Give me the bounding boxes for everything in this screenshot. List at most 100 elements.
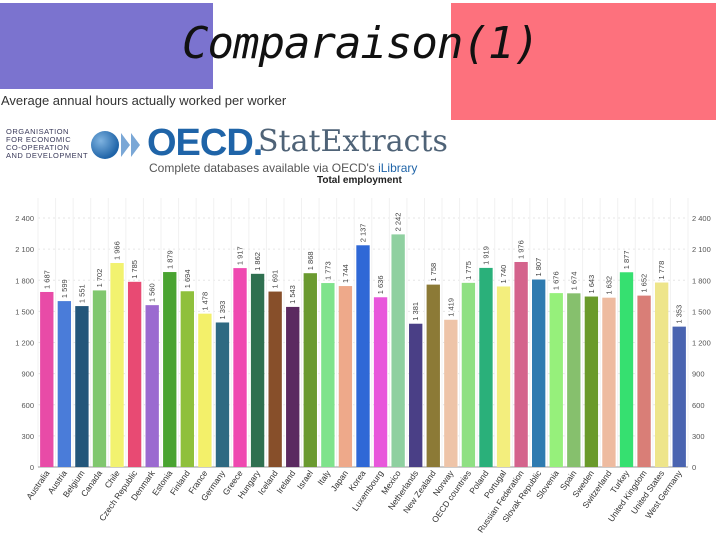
y-tick-label-right: 300 — [692, 432, 705, 441]
bar-value-label: 1 543 — [288, 285, 297, 304]
y-tick-label-right: 0 — [692, 463, 696, 472]
bar — [654, 282, 669, 467]
chevron-right-icon — [121, 133, 130, 157]
org-line-2: FOR ECONOMIC — [6, 135, 72, 144]
y-tick-label-left: 900 — [21, 370, 34, 379]
y-tick-label-left: 2 400 — [15, 214, 34, 223]
x-tick-label: Australia — [24, 468, 51, 501]
bar-value-label: 1 775 — [464, 261, 473, 280]
bar — [57, 301, 72, 467]
slide-subtitle: Average annual hours actually worked per… — [1, 93, 287, 108]
bar-value-label: 1 702 — [95, 269, 104, 288]
bar — [145, 305, 159, 467]
bar-value-label: 1 868 — [306, 251, 315, 270]
bar — [532, 279, 546, 467]
bar — [637, 295, 651, 467]
bar-value-label: 1 381 — [411, 302, 420, 321]
bar-value-label: 2 137 — [359, 224, 368, 243]
bar — [373, 297, 388, 467]
bar — [619, 272, 634, 467]
bar — [250, 273, 265, 467]
bar-value-label: 1 778 — [657, 261, 666, 280]
x-tick-label: Israel — [295, 468, 315, 491]
bar — [180, 291, 194, 467]
y-tick-label-left: 0 — [30, 463, 34, 472]
y-tick-label-right: 1 800 — [692, 276, 711, 285]
bar-value-label: 1 636 — [376, 275, 385, 294]
bar — [549, 293, 563, 467]
bar — [567, 293, 581, 467]
bar-value-label: 1 676 — [552, 271, 561, 290]
bar-value-label: 1 758 — [429, 263, 438, 282]
bar — [444, 319, 458, 467]
bar — [92, 290, 107, 467]
bar — [40, 291, 54, 467]
y-tick-label-right: 2 100 — [692, 245, 711, 254]
oecd-wordmark: OECD. — [147, 122, 263, 164]
bar — [286, 306, 300, 467]
bar — [321, 283, 335, 467]
bar-value-label: 1 966 — [113, 241, 122, 260]
bar-value-label: 1 560 — [148, 283, 157, 302]
bar-value-label: 1 632 — [604, 276, 613, 295]
org-name: ORGANISATION FOR ECONOMIC CO-OPERATION A… — [6, 128, 88, 160]
bar — [602, 297, 616, 467]
ilibrary-link[interactable]: iLibrary — [378, 161, 418, 175]
bar — [215, 322, 230, 467]
y-tick-label-left: 600 — [21, 401, 34, 410]
org-line-1: ORGANISATION — [6, 127, 69, 136]
bar-value-label: 1 687 — [42, 270, 51, 289]
bar-value-label: 1 919 — [481, 246, 490, 265]
slide-title: Comparaison(1) — [182, 18, 540, 69]
y-tick-label-left: 1 200 — [15, 339, 34, 348]
y-tick-label-right: 1 200 — [692, 339, 711, 348]
bar-value-label: 1 674 — [569, 272, 578, 291]
bar — [110, 263, 124, 467]
bar-value-label: 1 643 — [587, 275, 596, 294]
bar — [391, 234, 405, 467]
y-tick-label-left: 1 800 — [15, 276, 34, 285]
bar-value-label: 1 551 — [77, 284, 86, 303]
chevron-right-icon — [131, 133, 140, 157]
decor-block-pink — [451, 3, 716, 120]
bar — [233, 268, 247, 467]
bar-value-label: 1 694 — [183, 269, 192, 288]
bar — [672, 326, 686, 467]
bar-value-label: 1 478 — [200, 292, 209, 311]
bar-value-label: 1 393 — [218, 301, 227, 320]
bar — [426, 284, 440, 467]
y-tick-label-left: 2 100 — [15, 245, 34, 254]
tagline: Complete databases available via OECD's … — [149, 161, 417, 175]
bar-value-label: 1 353 — [675, 305, 684, 324]
y-tick-label-right: 600 — [692, 401, 705, 410]
bar — [356, 245, 370, 467]
bar-value-label: 1 740 — [499, 265, 508, 284]
statextracts-wordmark: StatExtracts — [258, 124, 448, 159]
bar-value-label: 1 917 — [236, 246, 245, 265]
bar — [303, 273, 317, 467]
bar-value-label: 1 807 — [534, 258, 543, 277]
bar — [163, 272, 177, 467]
bar-value-label: 1 691 — [271, 270, 280, 289]
decor-block-blue — [0, 3, 213, 89]
oecd-globe-icon — [91, 131, 119, 159]
y-tick-label-right: 1 500 — [692, 307, 711, 316]
bar-value-label: 1 599 — [60, 279, 69, 298]
x-tick-label: Ireland — [274, 468, 297, 495]
bar-value-label: 1 773 — [323, 261, 332, 280]
bar — [496, 286, 511, 467]
bar-chart: 0 0 300 300 600 600 900 900 1 200 1 200 1 500 1 500… — [15, 198, 711, 535]
bar — [127, 281, 142, 467]
bar — [514, 261, 528, 467]
bar — [584, 296, 599, 467]
bar-value-label: 1 862 — [253, 252, 262, 271]
bar-value-label: 2 242 — [394, 213, 403, 232]
bar-value-label: 1 652 — [640, 274, 649, 293]
bar-value-label: 1 744 — [341, 264, 350, 283]
org-line-3: CO-OPERATION — [6, 143, 70, 152]
y-tick-label-right: 900 — [692, 370, 705, 379]
bar-value-label: 1 877 — [622, 250, 631, 269]
org-line-4: AND DEVELOPMENT — [6, 151, 89, 160]
bar-value-label: 1 419 — [446, 298, 455, 317]
x-tick-label: Japan — [329, 468, 351, 493]
